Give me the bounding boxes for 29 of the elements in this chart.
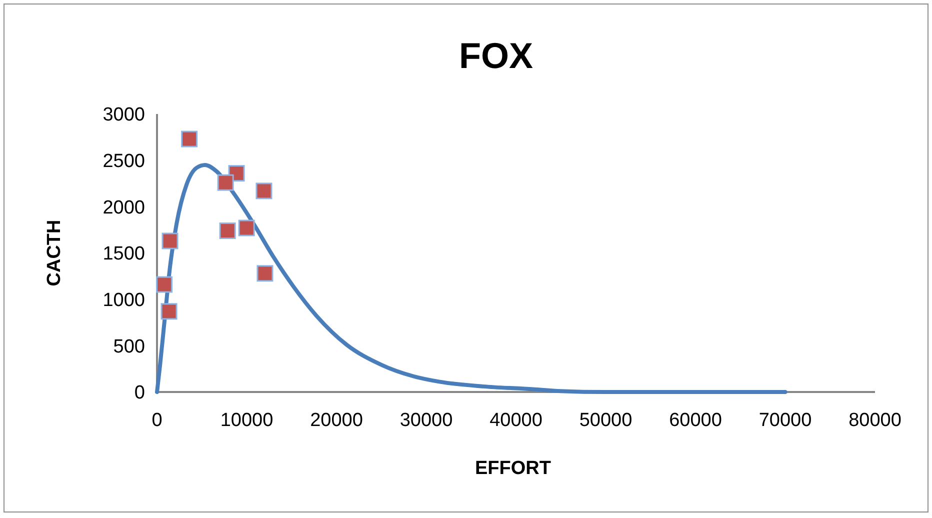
x-tick-label: 10000 (220, 410, 274, 431)
point (156, 276, 173, 293)
y-tick-label: 3000 (102, 104, 145, 126)
y-tick-label: 1500 (102, 244, 145, 265)
point (238, 220, 255, 236)
x-tick-label: 30000 (400, 410, 453, 431)
y-tick-label: 500 (113, 336, 145, 358)
y-tick-label: 0 (134, 382, 145, 404)
point (160, 303, 178, 320)
x-tick-label: 60000 (669, 410, 722, 431)
x-tick-label: 70000 (758, 410, 812, 431)
point (256, 182, 272, 200)
point (181, 130, 198, 148)
chart-title: FOX (458, 35, 534, 76)
point (219, 222, 236, 240)
y-tick-label: 2500 (102, 150, 145, 172)
x-tick-label: 20000 (310, 410, 363, 431)
y-tick-label: 2000 (102, 197, 145, 218)
x-tick-label: 50000 (579, 410, 632, 431)
point (217, 174, 234, 191)
point (256, 265, 274, 282)
x-tick-label: 80000 (848, 410, 902, 431)
x-axis-title: EFFORT (475, 458, 552, 479)
point (162, 232, 178, 250)
line-series (155, 162, 788, 394)
x-tick-label: 40000 (490, 410, 542, 431)
x-tick-label: 0 (152, 410, 162, 431)
y-axis-title: CACTH (44, 220, 65, 286)
y-tick-label: 1000 (102, 290, 145, 311)
